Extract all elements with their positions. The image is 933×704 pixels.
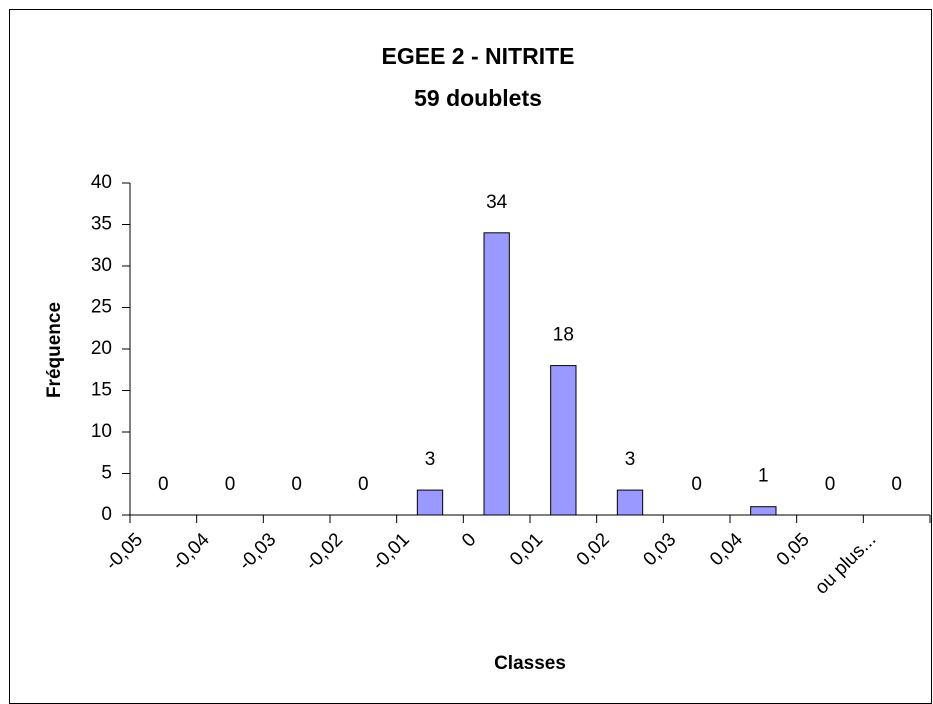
data-label: 3 [425,449,436,470]
data-label: 1 [758,466,769,487]
chart-subtitle: 59 doublets [414,85,542,111]
y-tick-label: 40 [91,172,112,193]
bar [616,489,644,516]
y-tick-label: 0 [101,504,112,525]
chart-title: EGEE 2 - NITRITE [382,43,575,69]
y-tick-label: 10 [91,421,112,442]
data-label: 0 [358,474,369,495]
chart-frame [9,9,932,704]
y-tick-label: 25 [91,297,112,318]
bar [750,506,777,516]
bar [550,365,577,516]
data-label: 34 [486,192,508,213]
y-tick-label: 15 [91,380,112,401]
data-label: 18 [553,325,574,346]
data-label: 3 [625,449,636,470]
bar [483,232,510,516]
data-label: 0 [691,474,702,495]
data-label: 0 [291,474,302,495]
y-tick-label: 5 [101,463,112,484]
data-label: 0 [825,474,836,495]
y-axis-title: Fréquence [44,302,65,398]
bar [416,489,444,516]
y-tick-label: 20 [91,338,112,359]
y-tick-label: 35 [91,214,112,235]
x-axis-title: Classes [494,653,566,674]
data-label: 0 [225,474,236,495]
data-label: 0 [158,474,169,495]
data-label: 0 [891,474,902,495]
y-tick-label: 30 [91,255,112,276]
